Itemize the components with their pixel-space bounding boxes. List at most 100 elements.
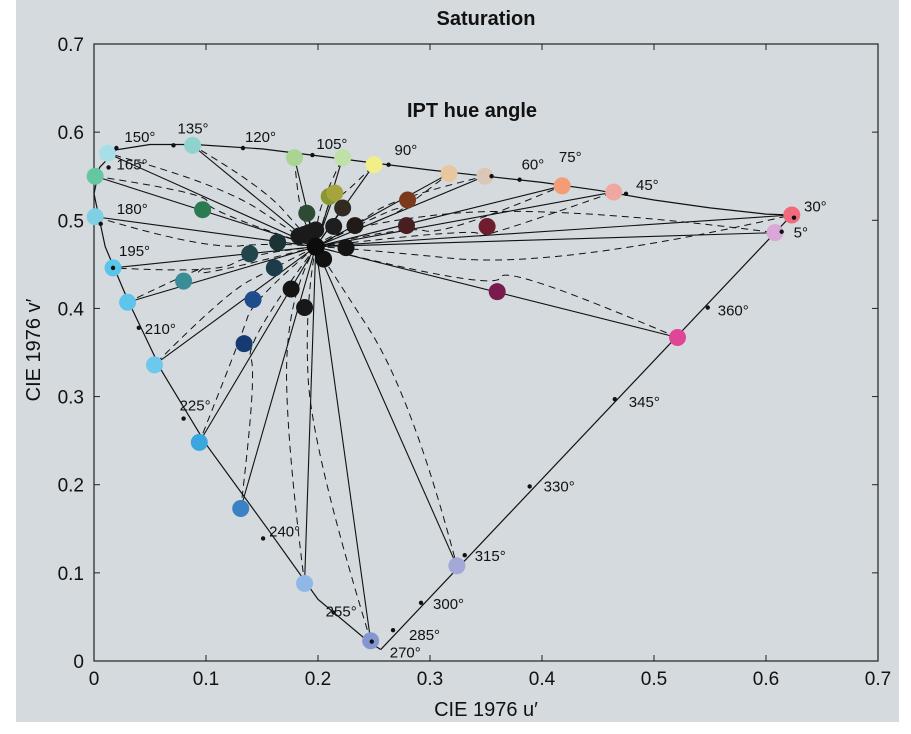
inner-color-point (269, 233, 287, 251)
inner-color-point (337, 239, 355, 257)
hue-angle-marker (110, 265, 116, 271)
hue-angle-label: 360° (718, 303, 749, 320)
hue-curve (94, 216, 316, 248)
hue-angle-label: 225° (180, 398, 211, 415)
hue-angle-marker (369, 639, 374, 644)
inner-color-point (325, 217, 343, 235)
x-tick-label: 0.5 (641, 669, 667, 690)
inner-color-point (296, 299, 314, 317)
inner-color-point (175, 272, 193, 290)
hue-angle-marker (98, 221, 103, 227)
hue-angle-marker (489, 174, 494, 179)
hue-curve (127, 246, 316, 303)
inner-color-point (241, 245, 259, 263)
chart-frame (16, 0, 899, 722)
hue-curve (198, 246, 317, 443)
hue-angle-marker (260, 536, 266, 541)
x-tick-label: 0.7 (865, 669, 891, 690)
hue-angle-marker (331, 610, 336, 615)
inner-color-point (478, 217, 496, 235)
hue-angle-marker (106, 165, 111, 170)
hue-line (315, 232, 775, 248)
outer-color-point (334, 149, 352, 167)
hue-angle-label: 165° (117, 156, 148, 173)
hue-angle-marker (136, 325, 141, 331)
hue-curve (315, 210, 776, 248)
hue-line (315, 246, 372, 641)
chart-title: Saturation (437, 8, 536, 30)
y-tick-label: 0.5 (58, 211, 84, 232)
outer-color-point (440, 165, 458, 183)
inner-color-point (346, 217, 364, 235)
hue-angle-label: 45° (636, 177, 659, 194)
hue-angle-label: 240° (269, 523, 300, 540)
hue-curve (154, 246, 316, 366)
hue-curve (315, 185, 563, 248)
hue-angle-label: 300° (433, 596, 464, 613)
hue-line (315, 214, 792, 248)
hue-angle-marker (462, 553, 467, 558)
hue-line (154, 246, 317, 366)
outer-color-point (783, 206, 801, 224)
hue-angle-label: 330° (544, 478, 575, 495)
hue-angle-label: 135° (178, 120, 209, 137)
outer-color-point (448, 557, 466, 575)
hue-line (198, 246, 317, 443)
hue-line (315, 191, 614, 248)
y-tick-label: 0.6 (58, 123, 84, 144)
outer-color-point (184, 136, 202, 154)
outer-color-point (296, 574, 314, 592)
hue-angle-label: 210° (145, 321, 176, 338)
outer-color-point (232, 500, 250, 518)
hue-curve (315, 191, 614, 248)
hue-angle-marker (181, 416, 186, 421)
purple-line (380, 214, 793, 650)
hue-angle-label: 5° (794, 225, 808, 242)
y-tick-label: 0 (73, 652, 84, 673)
hue-line (240, 246, 317, 509)
inner-color-point (488, 283, 506, 301)
hue-angle-label: 30° (804, 199, 827, 216)
hue-angle-label: 105° (316, 136, 347, 153)
outer-color-point (326, 184, 344, 202)
hue-line (107, 152, 316, 248)
outer-color-point (365, 156, 383, 174)
hue-angle-label: 285° (409, 627, 440, 644)
hue-angle-marker (517, 177, 522, 182)
outer-color-point (190, 433, 208, 451)
hue-angle-marker (612, 397, 617, 402)
hue-angle-label: 75° (559, 149, 582, 166)
outer-color-point (334, 199, 352, 217)
outer-color-point (145, 356, 163, 374)
x-tick-label: 0.1 (193, 669, 219, 690)
hue-line (315, 175, 486, 248)
hue-angle-label: 315° (475, 548, 506, 565)
inner-color-point (265, 259, 283, 277)
hue-curve (315, 246, 458, 566)
y-tick-label: 0.4 (58, 299, 85, 320)
x-tick-label: 0.4 (529, 669, 556, 690)
hue-line (127, 246, 316, 303)
hue-angle-marker (791, 215, 797, 220)
outer-color-point (298, 204, 316, 222)
hue-angle-marker (171, 143, 176, 148)
hue-line (315, 246, 458, 567)
plot-area (93, 43, 879, 662)
hue-angle-label: 195° (119, 243, 150, 260)
hue-curve (240, 246, 317, 509)
y-tick-label: 0.3 (58, 388, 84, 409)
hue-angle-label: 180° (117, 201, 148, 218)
inner-color-point (235, 335, 253, 353)
hue-curve (107, 152, 317, 248)
outer-color-point (86, 167, 104, 185)
inner-color-point (307, 221, 325, 239)
hue-line (315, 185, 563, 248)
y-tick-label: 0.1 (58, 564, 84, 585)
hue-curve (315, 246, 678, 338)
hue-angle-marker (527, 484, 532, 489)
outer-color-point (476, 167, 494, 185)
hue-line (112, 246, 316, 269)
hue-angle-label: 345° (629, 394, 660, 411)
y-tick-label: 0.7 (58, 35, 84, 56)
outer-color-point (86, 208, 104, 226)
